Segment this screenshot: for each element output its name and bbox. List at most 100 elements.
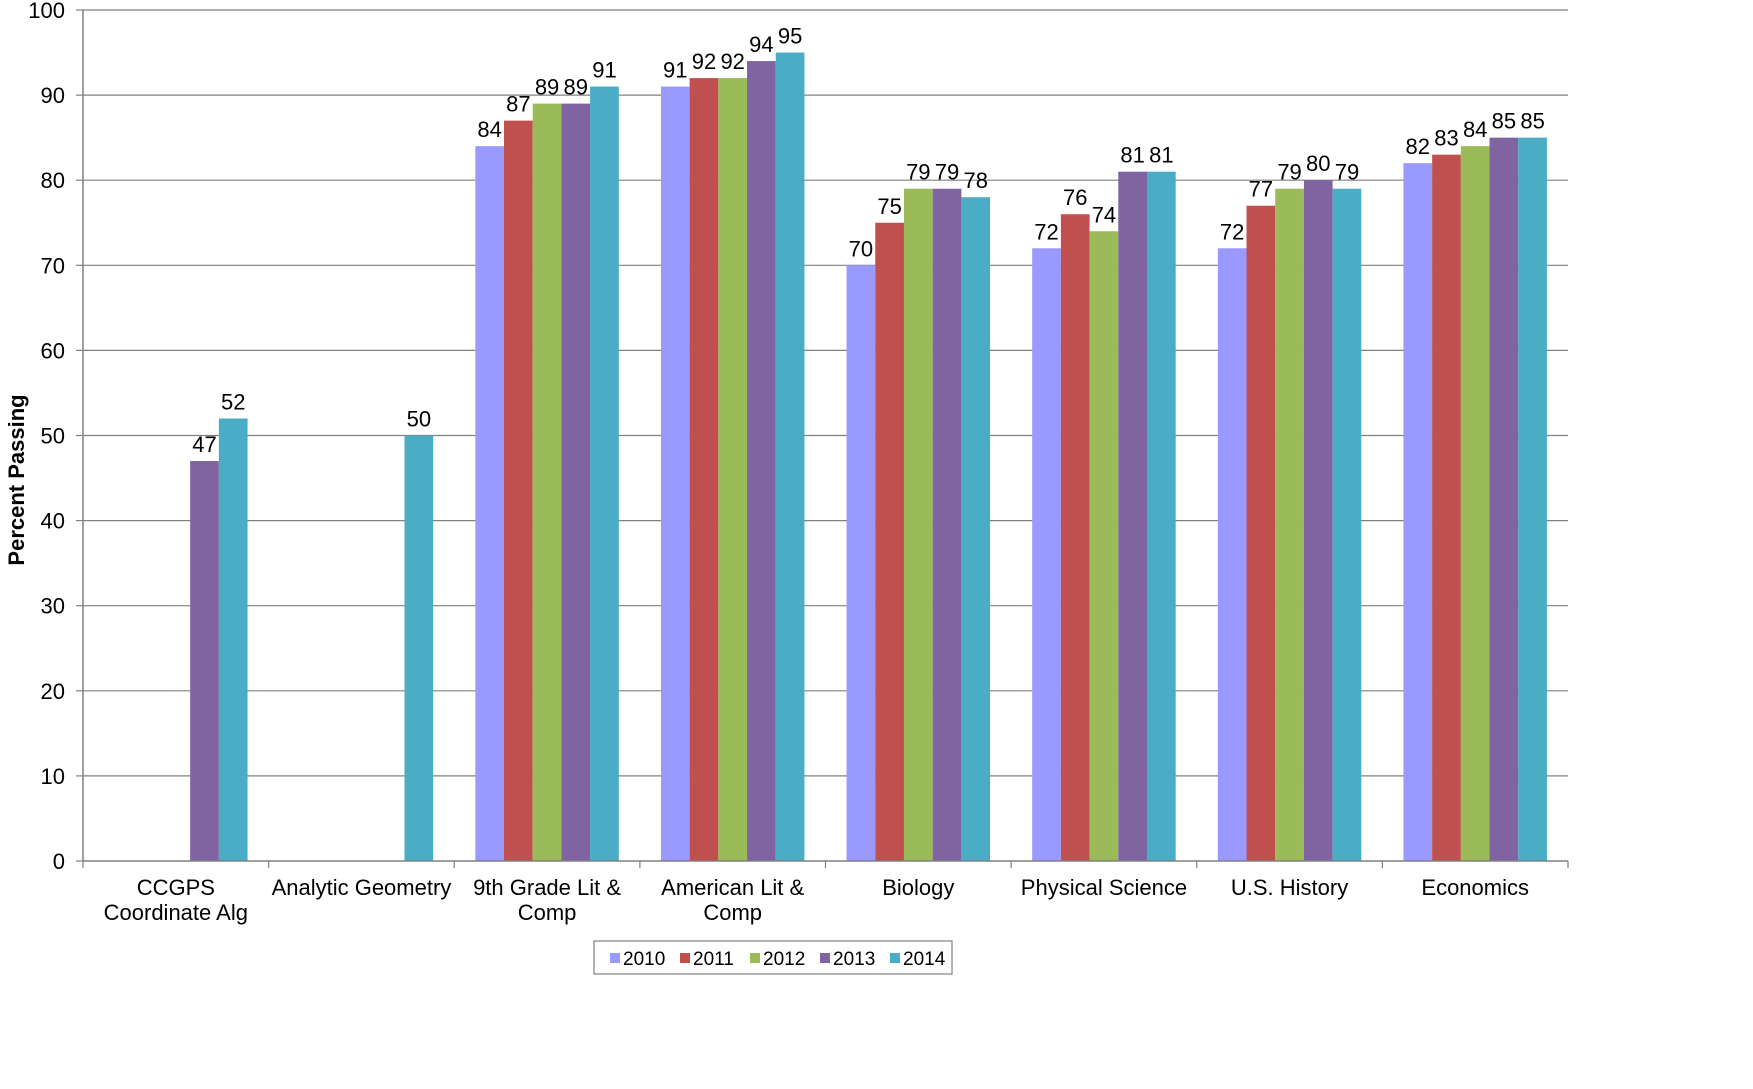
gridlines [83, 9, 1568, 777]
legend-label: 2012 [763, 949, 805, 970]
y-tick-label: 90 [41, 83, 65, 108]
bar-2013 [190, 461, 219, 861]
data-label: 92 [720, 49, 744, 74]
bar-2011 [689, 78, 719, 861]
bar-2011 [875, 222, 904, 861]
bar-2014 [590, 86, 619, 862]
data-label: 74 [1092, 202, 1116, 227]
bar-2012 [718, 78, 748, 861]
y-tick-label: 20 [41, 679, 65, 704]
x-tick-label: Biology [882, 875, 954, 900]
data-label: 76 [1063, 185, 1087, 210]
axes: 0 10 20 30 40 50 60 70 80 90 100 CCGPS Coordinate Al… [28, 0, 1569, 925]
y-tick-label: 50 [41, 424, 65, 449]
legend: 2010 2011 2012 2013 2014 [593, 940, 953, 975]
bar-2014 [1518, 137, 1547, 861]
legend-swatch-2012 [750, 953, 760, 963]
data-label: 79 [1335, 160, 1359, 185]
legend-swatch-2013 [820, 953, 830, 963]
legend-label: 2011 [693, 949, 734, 970]
data-label: 79 [906, 160, 930, 185]
x-tick-label: Analytic Geometry [272, 875, 452, 900]
data-label: 82 [1406, 134, 1430, 159]
bar-2012 [1460, 146, 1490, 861]
bar-2010 [846, 265, 876, 861]
bar-2013 [932, 188, 962, 861]
data-label: 91 [663, 58, 687, 83]
y-axis-title: Percent Passing [4, 394, 29, 565]
bar-2013 [747, 61, 776, 862]
x-tick-label: 9th Grade Lit & Comp [473, 875, 621, 925]
data-label: 87 [506, 92, 530, 117]
data-label: 50 [407, 407, 431, 432]
bar-2013 [1118, 171, 1147, 861]
data-label: 72 [1220, 219, 1244, 244]
legend-label: 2013 [833, 949, 875, 970]
data-label: 85 [1492, 109, 1516, 134]
legend-swatch-2014 [890, 953, 900, 963]
y-tick-label: 80 [41, 168, 65, 193]
legend-swatch-2010 [610, 953, 620, 963]
data-label: 89 [535, 75, 559, 100]
data-label: 85 [1520, 109, 1544, 134]
x-tick-label: Physical Science [1021, 875, 1187, 900]
bar-2011 [1246, 205, 1276, 862]
bars [190, 52, 1547, 862]
data-label: 84 [1463, 117, 1487, 142]
data-label: 92 [692, 49, 716, 74]
data-label: 83 [1434, 126, 1458, 151]
y-tick-label: 0 [53, 849, 65, 874]
bar-2012 [1275, 188, 1304, 861]
data-labels: 84 91 70 72 72 82 87 92 75 76 77 83 89 92 79 74 79 84 47 89… [192, 24, 1545, 457]
bar-2014 [1332, 188, 1362, 861]
x-tick-label: CCGPS Coordinate Alg [104, 875, 248, 925]
y-tick-label: 40 [41, 509, 65, 534]
bar-2011 [504, 120, 533, 861]
x-tick-label: U.S. History [1231, 875, 1348, 900]
x-tick-label: Economics [1421, 875, 1529, 900]
bar-2010 [475, 146, 505, 861]
bar-2011 [1060, 214, 1090, 862]
data-label: 80 [1306, 151, 1330, 176]
bar-2010 [660, 86, 690, 862]
bar-2013 [1303, 180, 1333, 861]
data-label: 75 [877, 194, 901, 219]
legend-label: 2014 [903, 949, 946, 970]
bar-2010 [1217, 248, 1247, 861]
data-label: 81 [1120, 143, 1144, 168]
data-label: 77 [1249, 177, 1273, 202]
bar-2012 [532, 103, 562, 862]
y-tick-label: 30 [41, 594, 65, 619]
data-label: 47 [192, 432, 216, 457]
y-tick-label: 60 [41, 338, 65, 363]
y-tick-label: 10 [41, 764, 65, 789]
bar-2010 [1403, 163, 1433, 861]
legend-label: 2010 [623, 949, 665, 970]
bar-2010 [1032, 248, 1061, 861]
bar-2013 [561, 103, 591, 862]
data-label: 95 [778, 24, 802, 49]
y-tick-label: 70 [41, 253, 65, 278]
bar-2014 [404, 435, 434, 861]
x-tick-label: American Lit & Comp [661, 875, 804, 925]
data-label: 79 [935, 160, 959, 185]
data-label: 78 [963, 168, 987, 193]
bar-2014 [961, 197, 991, 862]
data-label: 94 [749, 32, 773, 57]
bar-2014 [775, 52, 805, 862]
data-label: 72 [1034, 219, 1058, 244]
data-label: 70 [849, 236, 873, 261]
bar-2014 [1146, 171, 1176, 861]
bar-2013 [1489, 137, 1519, 861]
data-label: 89 [564, 75, 588, 100]
bar-2012 [1089, 231, 1119, 861]
data-label: 91 [592, 58, 616, 83]
data-label: 79 [1277, 160, 1301, 185]
bar-2012 [903, 188, 933, 861]
y-tick-label: 100 [28, 0, 65, 23]
bar-2014 [218, 418, 248, 861]
bar-2011 [1432, 154, 1461, 862]
data-label: 52 [221, 389, 245, 414]
